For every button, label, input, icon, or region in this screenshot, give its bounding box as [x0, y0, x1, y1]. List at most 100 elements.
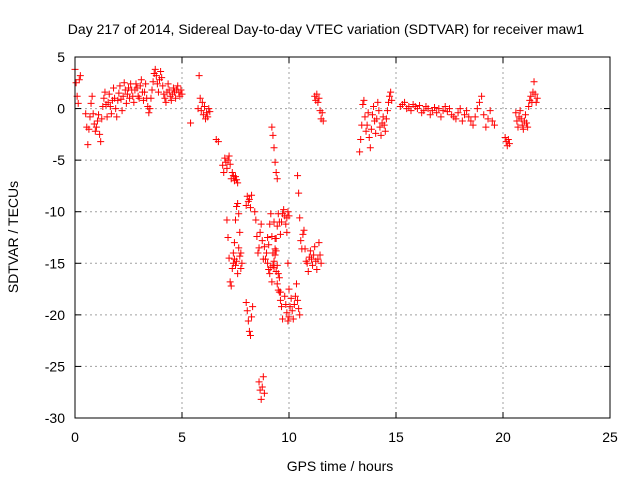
data-point [249, 303, 257, 311]
data-point [251, 208, 259, 216]
data-point [234, 179, 242, 187]
x-tick-label: 25 [602, 429, 618, 445]
data-point [284, 259, 292, 267]
data-point [246, 204, 254, 212]
data-point [271, 251, 279, 259]
data-point [521, 111, 529, 119]
y-tick-label: 5 [57, 49, 65, 65]
data-point [475, 98, 483, 106]
data-point [224, 156, 232, 164]
data-point [226, 160, 234, 168]
data-point [122, 99, 130, 107]
data-point [446, 105, 453, 113]
data-point [264, 234, 272, 241]
data-point [525, 103, 533, 111]
data-point [356, 148, 364, 156]
data-point [273, 280, 281, 288]
data-point [278, 303, 286, 311]
data-point [301, 245, 309, 253]
y-tick-label: -5 [53, 152, 66, 168]
data-point [275, 274, 283, 282]
data-point [104, 98, 112, 106]
data-point [317, 259, 325, 267]
chart-title: Day 217 of 2014, Sidereal Day-to-day VTE… [68, 21, 585, 37]
data-point [288, 307, 296, 315]
data-point [76, 72, 84, 80]
data-point [204, 113, 212, 121]
data-point [152, 72, 160, 80]
data-point [244, 317, 252, 325]
data-point [315, 94, 323, 102]
data-point [273, 222, 281, 230]
data-point [84, 141, 92, 149]
data-point [319, 117, 327, 125]
data-point [265, 241, 273, 249]
axis-ticks [74, 56, 611, 419]
data-point [110, 84, 118, 92]
data-point [233, 257, 241, 265]
data-point [237, 264, 245, 272]
data-point [227, 282, 235, 290]
data-point [283, 309, 291, 317]
data-point [268, 123, 276, 131]
data-point [424, 105, 432, 113]
data-point [232, 216, 239, 224]
data-point [272, 247, 280, 255]
y-tick-label: -15 [45, 255, 65, 271]
data-point [114, 96, 122, 104]
data-point [383, 107, 391, 115]
data-point [307, 255, 315, 263]
data-point [159, 82, 167, 90]
data-point [258, 383, 266, 391]
data-point [281, 292, 289, 300]
data-point [162, 98, 170, 106]
data-point [113, 113, 121, 121]
data-point [255, 378, 263, 386]
data-point [242, 202, 250, 210]
data-point [106, 103, 114, 111]
data-point [178, 90, 186, 98]
data-points [71, 65, 541, 403]
data-point [284, 317, 292, 325]
data-point [465, 113, 473, 121]
data-point [437, 113, 445, 121]
data-point [416, 101, 424, 109]
data-point [203, 109, 211, 117]
x-tick-label: 5 [178, 429, 186, 445]
data-point [516, 107, 524, 115]
y-tick-label: -10 [45, 204, 65, 220]
data-point [234, 270, 242, 278]
data-point [225, 254, 233, 262]
data-point [471, 113, 479, 121]
data-point [285, 212, 293, 220]
data-point [286, 303, 294, 311]
data-point [255, 244, 263, 252]
data-point [270, 257, 278, 265]
data-point [220, 169, 228, 177]
data-point [105, 90, 113, 98]
data-point [380, 121, 388, 129]
data-point [135, 94, 143, 102]
data-point [252, 216, 260, 224]
data-point [469, 121, 477, 129]
data-point [219, 161, 227, 169]
y-tick-label: 0 [57, 101, 65, 117]
x-tick-label: 15 [388, 429, 404, 445]
data-point [246, 331, 254, 339]
data-point [248, 191, 256, 199]
data-point [147, 94, 155, 102]
data-point [488, 117, 496, 125]
data-point [103, 113, 111, 121]
data-point [151, 65, 159, 73]
data-point [233, 203, 241, 211]
data-point [368, 111, 376, 119]
data-point [200, 103, 208, 111]
data-point [271, 235, 279, 243]
data-point [285, 313, 293, 321]
data-point [164, 80, 172, 88]
data-point [315, 239, 323, 247]
data-point [420, 107, 428, 115]
data-point [72, 79, 80, 87]
data-point [375, 107, 383, 115]
data-point [433, 109, 441, 117]
